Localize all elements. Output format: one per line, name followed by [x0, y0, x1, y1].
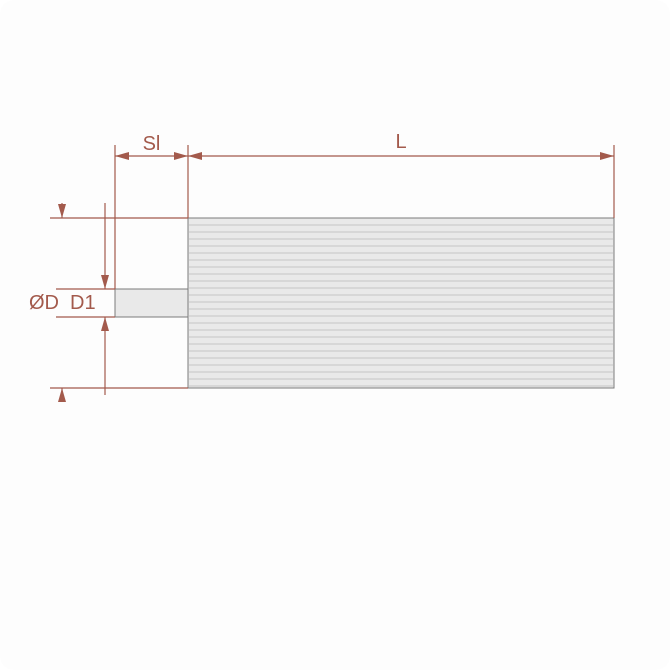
svg-text:D1: D1	[70, 292, 96, 314]
svg-text:L: L	[395, 131, 406, 153]
dimension-drawing-svg: L Sl ØD D1	[0, 0, 670, 670]
svg-text:Sl: Sl	[143, 133, 161, 155]
diagram-canvas: L Sl ØD D1	[0, 0, 670, 670]
svg-text:ØD: ØD	[29, 292, 59, 314]
